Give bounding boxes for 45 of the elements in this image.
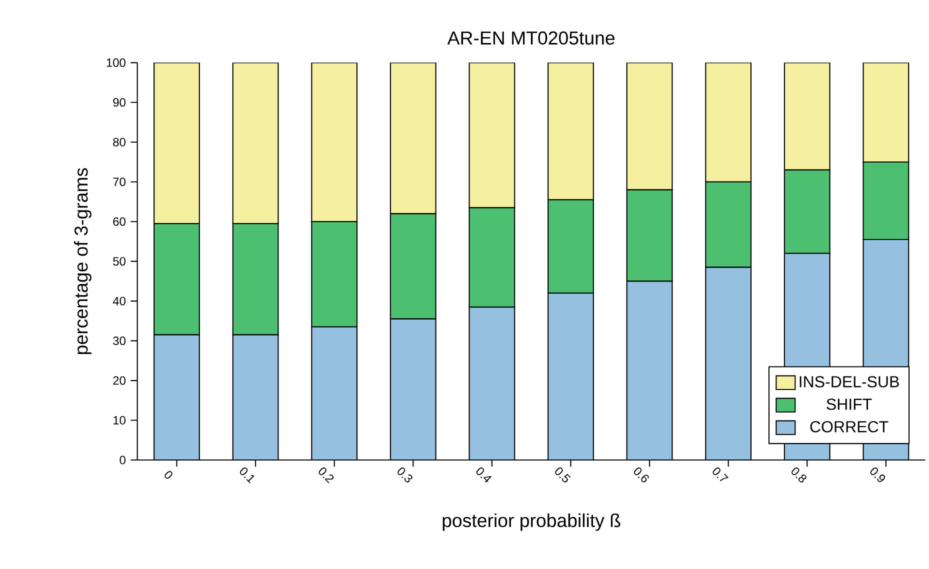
bar: [154, 62, 200, 224]
y-tick-label: 30: [113, 336, 126, 346]
bar: [705, 62, 752, 182]
bar: [468, 62, 516, 208]
y-tick-label: 60: [113, 217, 126, 226]
bar: [312, 326, 358, 460]
y-tick-label: 40: [112, 296, 126, 306]
y-tick-label: 0: [120, 456, 126, 464]
y-tick-label: 90: [113, 98, 126, 107]
bar: [232, 334, 278, 460]
x-axis-title: posterior probability ß: [442, 513, 620, 531]
x-tick-label: 0.7: [712, 468, 728, 482]
y-tick-label: 70: [113, 178, 126, 186]
legend-label: SHIFT: [826, 398, 872, 410]
x-tick-label: 0.8: [792, 468, 806, 482]
bar: [548, 62, 594, 200]
x-tick-label: 0.4: [476, 468, 492, 483]
bar: [390, 318, 436, 460]
bar: [626, 62, 673, 190]
x-tick-label: 0.2: [318, 468, 334, 484]
x-tick-label: 0.1: [240, 468, 254, 484]
bar: [706, 267, 752, 460]
legend-label: CORRECT: [810, 421, 888, 432]
x-tick-label: 0.9: [870, 468, 886, 482]
y-axis-title: percentage of 3-grams: [74, 168, 92, 354]
bar: [232, 62, 279, 224]
bar: [862, 62, 910, 163]
y-tick-label: 100: [106, 58, 126, 67]
y-tick-label: 50: [113, 257, 126, 266]
legend-label: INS-DEL-SUB: [800, 376, 899, 388]
bar: [784, 62, 830, 170]
y-tick-label: 80: [113, 138, 126, 146]
chart-title: AR-EN MT0205tune: [447, 31, 615, 45]
x-tick-label: 0.6: [634, 468, 649, 482]
bar: [154, 334, 200, 460]
bar: [626, 281, 672, 460]
bar: [311, 62, 358, 222]
x-tick-label: 0: [164, 471, 172, 479]
x-tick-label: 0.3: [398, 468, 412, 482]
bar: [469, 307, 515, 460]
bar: [390, 62, 436, 214]
y-tick-label: 20: [113, 376, 126, 385]
x-tick-label: 0.5: [555, 468, 571, 482]
bar: [548, 293, 594, 460]
y-tick-label: 10: [114, 416, 126, 425]
